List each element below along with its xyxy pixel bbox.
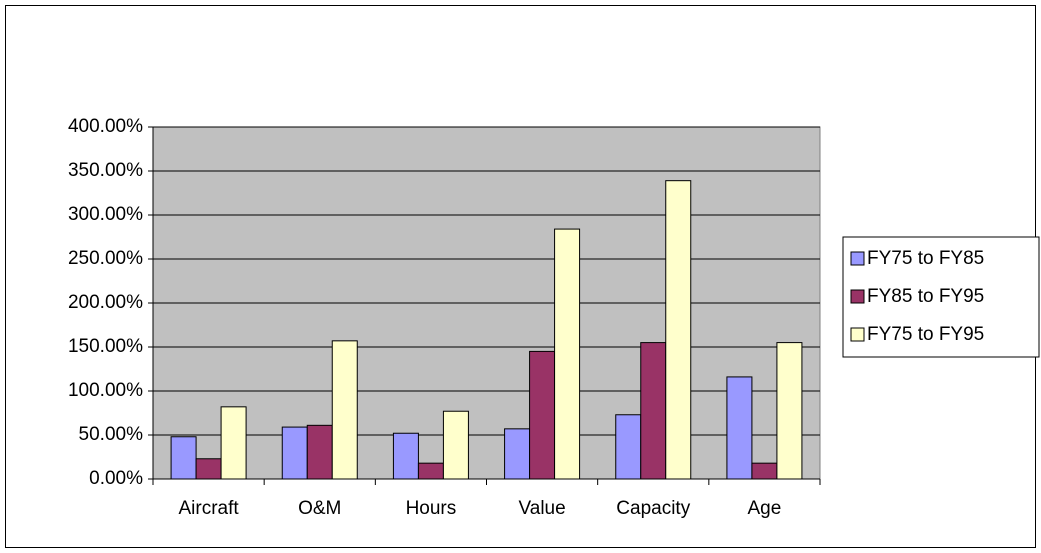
y-tick-label: 250.00% xyxy=(68,248,143,269)
bar xyxy=(170,436,197,480)
bar xyxy=(726,376,753,480)
bar xyxy=(392,432,419,480)
y-tick-label: 150.00% xyxy=(68,336,143,357)
x-tick-label: Hours xyxy=(406,498,457,519)
bar xyxy=(442,410,469,480)
y-tick-label: 100.00% xyxy=(68,380,143,401)
x-tick-label: Aircraft xyxy=(178,498,239,519)
y-tick-label: 200.00% xyxy=(68,292,143,313)
bar xyxy=(281,426,308,480)
bar xyxy=(615,414,642,480)
bar xyxy=(751,462,778,480)
legend-label: FY75 to FY95 xyxy=(867,324,984,345)
legend-swatch xyxy=(850,327,865,342)
y-tick-label: 0.00% xyxy=(89,468,143,489)
bar xyxy=(306,424,333,480)
bar xyxy=(665,180,692,480)
x-tick-label: Value xyxy=(518,498,565,519)
x-tick-label: Age xyxy=(748,498,782,519)
y-tick-label: 400.00% xyxy=(68,116,143,137)
legend-label: FY85 to FY95 xyxy=(867,286,984,307)
bar xyxy=(776,342,803,480)
y-tick-label: 300.00% xyxy=(68,204,143,225)
y-tick-label: 350.00% xyxy=(68,160,143,181)
bar xyxy=(554,228,581,480)
legend-swatch xyxy=(850,251,865,266)
bar xyxy=(331,340,358,480)
x-tick-label: O&M xyxy=(298,498,341,519)
bar xyxy=(504,428,531,480)
legend-swatch xyxy=(850,289,865,304)
bar xyxy=(417,462,444,480)
x-tick-label: Capacity xyxy=(616,498,690,519)
bar xyxy=(529,350,556,480)
bar xyxy=(195,458,222,480)
legend-label: FY75 to FY85 xyxy=(867,248,984,269)
bar xyxy=(220,406,247,480)
bar xyxy=(640,342,667,480)
legend-box xyxy=(842,236,1040,358)
y-tick-label: 50.00% xyxy=(79,424,144,445)
